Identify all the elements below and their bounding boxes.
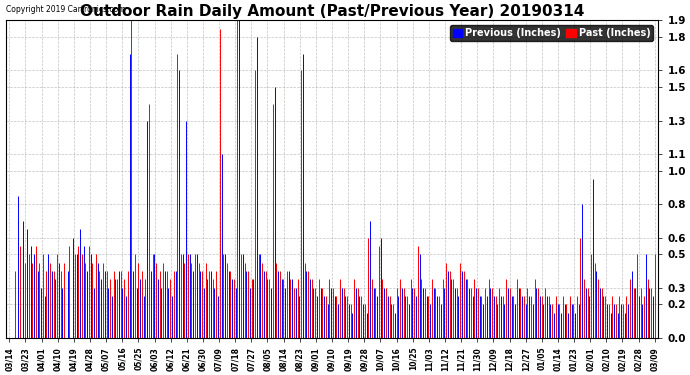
Legend: Previous (Inches), Past (Inches): Previous (Inches), Past (Inches) [450,25,653,41]
Title: Outdoor Rain Daily Amount (Past/Previous Year) 20190314: Outdoor Rain Daily Amount (Past/Previous… [80,4,584,19]
Text: Copyright 2019 Cartronics.com: Copyright 2019 Cartronics.com [6,5,126,14]
